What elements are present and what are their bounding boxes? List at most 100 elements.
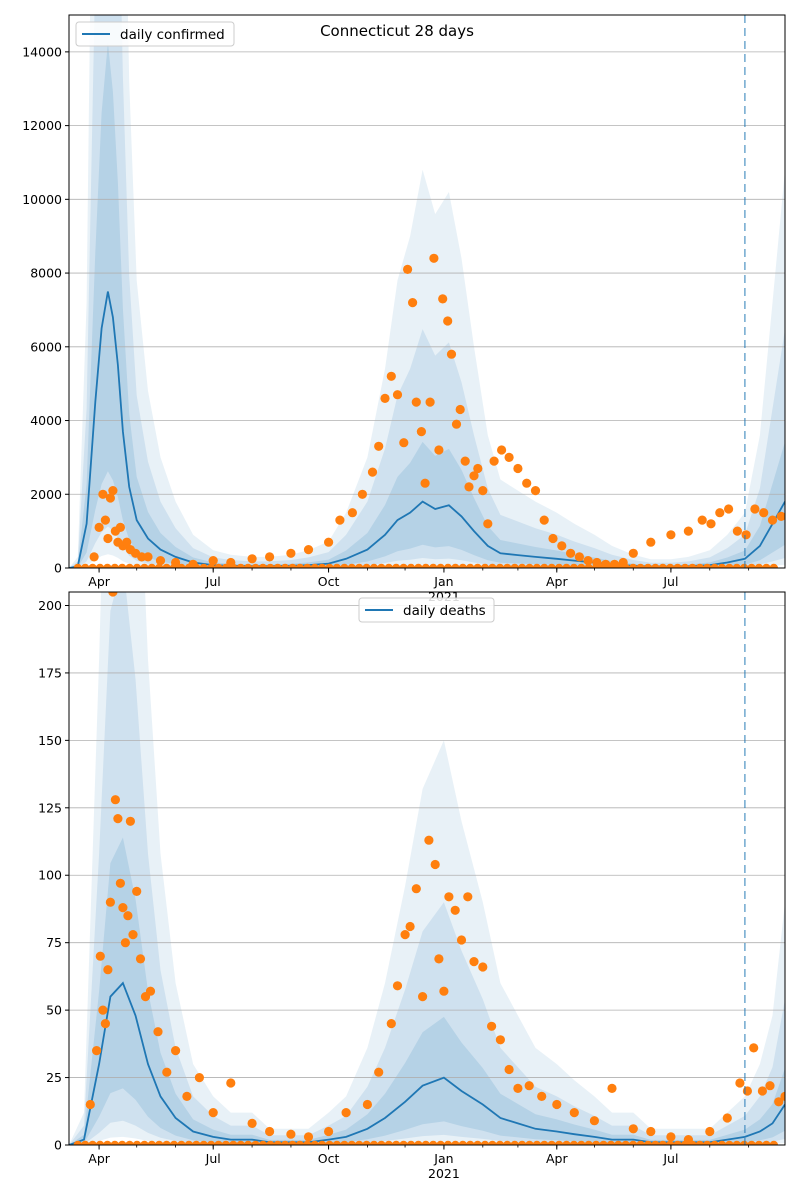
confirmed-observed-zero-point xyxy=(762,563,771,568)
deaths-observed-point xyxy=(456,935,467,945)
confirmed-observed-zero-point xyxy=(532,563,542,568)
deaths-y-tick-label: 150 xyxy=(38,733,62,748)
confirmed-observed-zero-point xyxy=(295,563,305,568)
deaths-observed-point xyxy=(162,1067,172,1077)
confirmed-band-2 xyxy=(69,15,785,568)
deaths-observed-zero-point xyxy=(488,1140,497,1145)
confirmed-observed-zero-point xyxy=(332,563,342,568)
confirmed-observed-zero-point xyxy=(710,563,719,568)
confirmed-observed-point xyxy=(646,537,656,547)
deaths-observed-zero-point xyxy=(303,1140,312,1145)
confirmed-observed-point xyxy=(399,438,409,448)
deaths-observed-point xyxy=(450,905,460,915)
deaths-observed-point xyxy=(374,1067,384,1077)
confirmed-observed-zero-point xyxy=(162,563,171,568)
deaths-observed-zero-point xyxy=(591,1140,601,1145)
deaths-observed-point xyxy=(607,1083,617,1093)
deaths-y-axis: 0 25 50 75 100 125 150 175 200 xyxy=(38,598,69,1153)
deaths-observed-point xyxy=(145,986,156,996)
deaths-observed-point xyxy=(247,1118,257,1128)
confirmed-observed-point xyxy=(455,404,465,415)
deaths-observed-zero-point xyxy=(369,1140,379,1145)
confirmed-observed-zero-point xyxy=(317,563,327,568)
deaths-observed-point xyxy=(125,816,135,826)
deaths-observed-point xyxy=(487,1021,497,1031)
deaths-observed-point xyxy=(103,965,113,975)
confirmed-x-tick-label: Apr xyxy=(546,574,568,589)
confirmed-observed-point xyxy=(386,371,396,381)
deaths-observed-zero-point xyxy=(754,1140,764,1145)
deaths-observed-zero-point xyxy=(295,1140,305,1145)
deaths-observed-point xyxy=(392,981,403,991)
deaths-band-1 xyxy=(69,592,785,1145)
deaths-observed-point xyxy=(100,1019,110,1029)
deaths-observed-zero-point xyxy=(132,1140,142,1145)
confirmed-observed-point xyxy=(750,504,760,514)
confirmed-observed-point xyxy=(706,519,716,529)
deaths-observed-zero-point xyxy=(628,1140,638,1145)
deaths-observed-point xyxy=(92,1046,102,1056)
deaths-observed-zero-point xyxy=(325,1140,334,1145)
confirmed-observed-point xyxy=(122,537,132,547)
confirmed-observed-point xyxy=(574,552,585,562)
deaths-observed-point xyxy=(362,1099,372,1110)
deaths-observed-point xyxy=(757,1086,768,1096)
deaths-observed-point xyxy=(135,954,146,964)
confirmed-observed-zero-point xyxy=(651,563,660,568)
deaths-observed-zero-point xyxy=(732,1140,741,1145)
deaths-observed-point xyxy=(108,592,118,597)
deaths-observed-point xyxy=(105,897,115,907)
deaths-observed-point xyxy=(208,1108,218,1118)
deaths-observed-zero-point xyxy=(140,1140,149,1145)
confirmed-legend: daily confirmed xyxy=(75,21,235,47)
deaths-observed-zero-point xyxy=(88,1140,97,1145)
confirmed-observed-point xyxy=(741,530,751,540)
deaths-observed-zero-point xyxy=(103,1140,112,1145)
confirmed-observed-zero-point xyxy=(451,563,460,568)
confirmed-observed-zero-point xyxy=(525,563,534,568)
confirmed-band-1 xyxy=(69,15,785,568)
confirmed-observed-zero-point xyxy=(258,563,268,568)
confirmed-observed-point xyxy=(522,478,532,488)
deaths-observed-zero-point xyxy=(258,1140,268,1145)
confirmed-observed-point xyxy=(666,530,676,540)
deaths-observed-zero-point xyxy=(458,1140,467,1145)
deaths-band-2 xyxy=(69,592,785,1145)
confirmed-observed-zero-point xyxy=(88,563,97,568)
deaths-observed-zero-point xyxy=(562,1140,571,1145)
confirmed-observed-zero-point xyxy=(140,563,149,568)
confirmed-observed-point xyxy=(380,393,390,403)
confirmed-observed-point xyxy=(137,552,147,562)
confirmed-observed-point xyxy=(357,489,367,499)
deaths-observed-zero-point xyxy=(266,1140,275,1145)
confirmed-observed-zero-point xyxy=(495,563,505,568)
deaths-y-tick-label: 0 xyxy=(54,1138,62,1153)
deaths-observed-point xyxy=(646,1126,656,1137)
deaths-observed-point xyxy=(98,1005,108,1015)
confirmed-observed-point xyxy=(460,456,470,466)
confirmed-observed-zero-point xyxy=(199,563,208,568)
deaths-observed-point xyxy=(265,1126,275,1137)
confirmed-observed-point xyxy=(443,316,453,326)
deaths-observed-zero-point xyxy=(184,1140,194,1145)
deaths-observed-point xyxy=(569,1108,579,1118)
confirmed-observed-zero-point xyxy=(125,563,134,568)
deaths-observed-zero-point xyxy=(273,1140,282,1145)
deaths-x-tick-label: Oct xyxy=(318,1151,340,1166)
confirmed-observed-zero-point xyxy=(540,563,549,568)
deaths-observed-zero-point xyxy=(362,1140,371,1145)
confirmed-observed-point xyxy=(425,397,435,407)
confirmed-observed-zero-point xyxy=(110,563,119,568)
deaths-x-tick-label: Apr xyxy=(88,1151,110,1166)
deaths-observed-point xyxy=(132,886,142,897)
confirmed-observed-point xyxy=(226,557,236,568)
confirmed-observed-zero-point xyxy=(414,563,423,568)
deaths-y-tick-label: 100 xyxy=(38,868,62,883)
deaths-observed-zero-point xyxy=(673,1140,682,1145)
confirmed-data-layer xyxy=(69,253,785,568)
confirmed-observed-point xyxy=(103,533,113,544)
deaths-observed-zero-point xyxy=(214,1140,223,1145)
deaths-observed-point xyxy=(153,1027,163,1037)
